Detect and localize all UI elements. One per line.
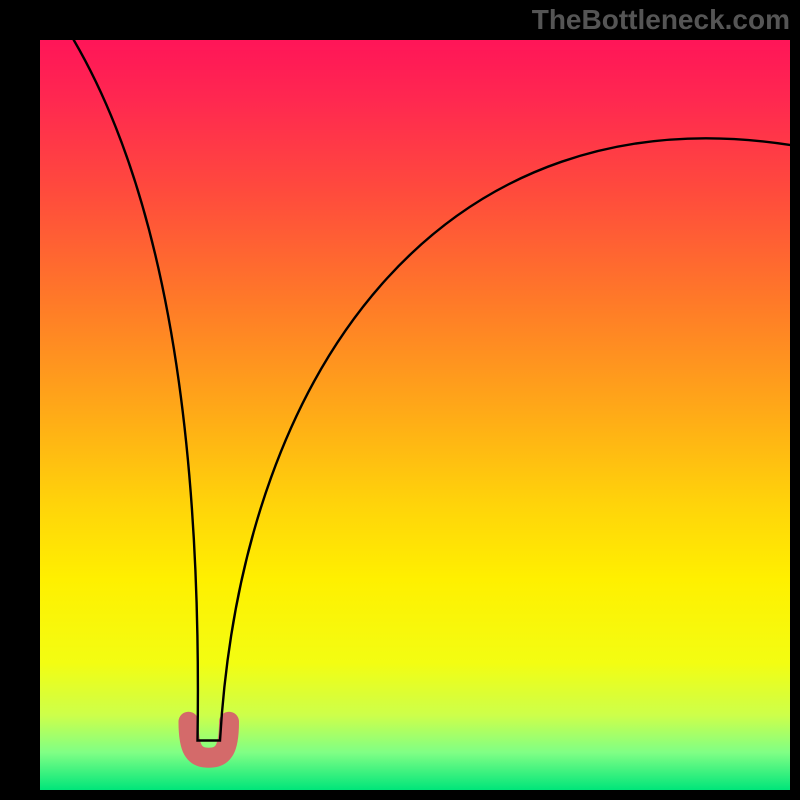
bottleneck-curve	[74, 40, 790, 741]
plot-area	[40, 40, 790, 790]
chart-canvas: TheBottleneck.com	[0, 0, 800, 800]
curve-layer	[40, 40, 790, 790]
watermark-text: TheBottleneck.com	[532, 4, 790, 36]
